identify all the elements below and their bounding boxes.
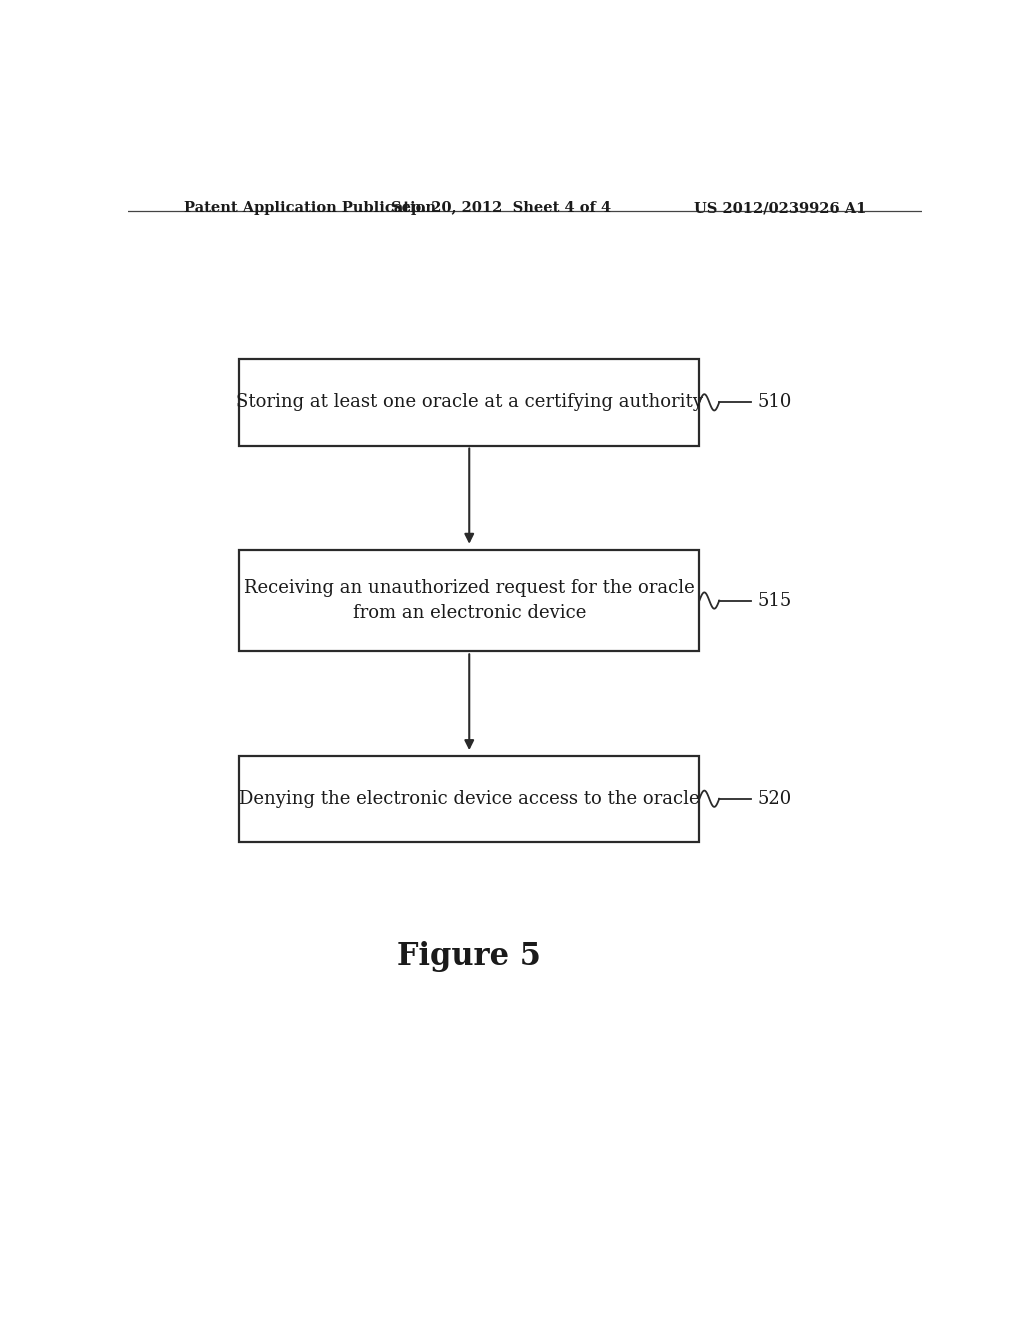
Bar xyxy=(240,755,699,842)
Text: Sep. 20, 2012  Sheet 4 of 4: Sep. 20, 2012 Sheet 4 of 4 xyxy=(391,201,611,215)
Text: 515: 515 xyxy=(758,591,792,610)
Text: Storing at least one oracle at a certifying authority: Storing at least one oracle at a certify… xyxy=(236,393,702,412)
Text: US 2012/0239926 A1: US 2012/0239926 A1 xyxy=(693,201,866,215)
Text: Patent Application Publication: Patent Application Publication xyxy=(183,201,435,215)
Text: Denying the electronic device access to the oracle: Denying the electronic device access to … xyxy=(239,789,699,808)
Text: 510: 510 xyxy=(758,393,792,412)
Text: Figure 5: Figure 5 xyxy=(397,941,542,972)
Text: Receiving an unauthorized request for the oracle
from an electronic device: Receiving an unauthorized request for th… xyxy=(244,579,694,622)
Text: 520: 520 xyxy=(758,789,792,808)
Bar xyxy=(240,549,699,651)
Bar xyxy=(240,359,699,446)
